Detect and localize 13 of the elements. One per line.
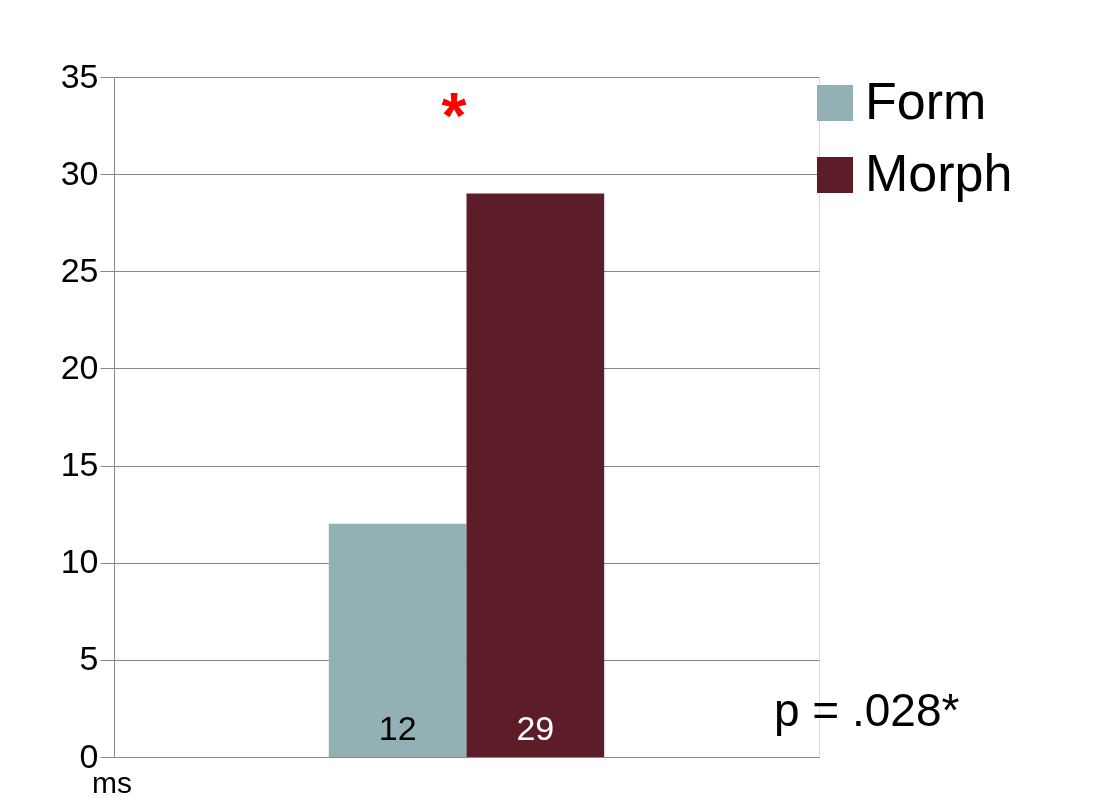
y-tick-label: 35: [60, 56, 99, 95]
data-label: 29: [516, 709, 555, 747]
y-tick-label: 25: [60, 250, 99, 289]
y-tick-label: 15: [60, 445, 99, 484]
y-tick-label: 30: [60, 153, 99, 192]
annotation: *: [441, 80, 467, 152]
legend-label: Morph: [865, 144, 1013, 202]
y-tick-label: 10: [60, 542, 99, 581]
y-tick-label: 5: [79, 639, 99, 678]
legend-label: Form: [865, 72, 987, 130]
y-tick-label: 20: [60, 347, 99, 386]
data-label: 12: [378, 709, 417, 747]
annotation: p = .028*: [774, 684, 960, 736]
